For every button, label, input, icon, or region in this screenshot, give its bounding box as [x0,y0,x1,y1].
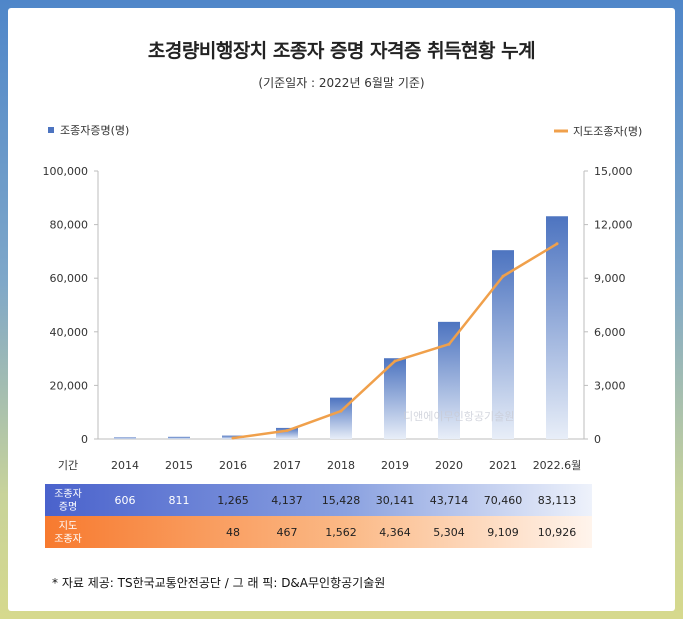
x-tick-label: 2018 [327,459,355,472]
line-data-label: 10,926 [538,526,577,539]
bar-data-label: 30,141 [376,494,415,507]
chart-subtitle: (기준일자 : 2022년 6월말 기준) [258,76,425,90]
line-point [339,409,343,413]
line-point [393,359,397,363]
bar [276,427,298,439]
x-tick-label: 2022.6월 [533,459,582,472]
bar-data-label: 811 [169,494,190,507]
chart-title: 초경량비행장치 조종자 증명 자격증 취득현황 누계 [147,40,536,62]
watermark: 디앤에이무인항공기술원 [403,410,514,423]
line-point [447,342,451,346]
x-tick-label: 2015 [165,459,193,472]
right-axis-tick-label: 15,000 [594,165,633,178]
left-axis-tick-label: 20,000 [50,379,89,392]
bar-data-label: 43,714 [430,494,469,507]
line-data-label: 48 [226,526,240,539]
x-tick-label: 2019 [381,459,409,472]
bar-data-label: 70,460 [484,494,523,507]
table-row-line-label: 조종자 [54,533,82,545]
left-axis-tick-label: 60,000 [50,272,89,285]
line-point [285,429,289,433]
chart-card: 초경량비행장치 조종자 증명 자격증 취득현황 누계 (기준일자 : 2022년… [8,8,675,611]
bar [114,437,136,439]
bar [384,358,406,439]
line-data-label: 4,364 [379,526,411,539]
table-row-bar-label: 조종자 [54,488,82,500]
left-axis-tick-label: 80,000 [50,219,89,232]
bar [546,216,568,439]
bar-data-label: 15,428 [322,494,361,507]
x-tick-label: 2014 [111,459,139,472]
line-point [231,436,235,440]
left-axis-tick-label: 40,000 [50,326,89,339]
line-point [555,242,559,246]
source-note: * 자료 제공: TS한국교통안전공단 / 그 래 픽: D&A무인항공기술원 [52,576,386,590]
bar [438,321,460,439]
line-data-label: 1,562 [325,526,357,539]
bar [168,436,190,439]
legend-line-label: 지도조종자(명) [573,125,642,138]
combo-chart: 0 20,000 40,000 60,000 80,000 100,000 0 3,000 6,… [43,124,642,548]
x-tick-label: 2021 [489,459,517,472]
bar-data-label: 83,113 [538,494,577,507]
x-tick-label: 2017 [273,459,301,472]
right-axis-tick-label: 0 [594,433,601,446]
table-header-label: 기간 [58,459,78,472]
line-data-label: 9,109 [487,526,519,539]
right-axis-tick-label: 6,000 [594,326,626,339]
legend-bar-swatch [48,127,54,133]
legend-bar-label: 조종자증명(명) [60,124,129,137]
legend: 조종자증명(명) 지도조종자(명) [48,124,642,138]
right-axis-tick-label: 12,000 [594,219,633,232]
bar-data-label: 4,137 [271,494,303,507]
line-data-label: 467 [277,526,298,539]
table-row-bar-label: 증명 [59,501,77,513]
right-axis-tick-label: 9,000 [594,272,626,285]
left-axis-tick-label: 100,000 [43,165,89,178]
line-point [501,274,505,278]
x-tick-label: 2016 [219,459,247,472]
table-row-line-bg [45,516,592,548]
bar [330,397,352,439]
bar-data-label: 1,265 [217,494,249,507]
bar [492,250,514,439]
bar-data-label: 606 [115,494,136,507]
line-data-label: 5,304 [433,526,465,539]
right-axis-tick-label: 3,000 [594,379,626,392]
table-row-bar-bg [45,484,592,516]
left-axis-tick-label: 0 [81,433,88,446]
table-row-line-label: 지도 [59,520,77,532]
x-tick-label: 2020 [435,459,463,472]
